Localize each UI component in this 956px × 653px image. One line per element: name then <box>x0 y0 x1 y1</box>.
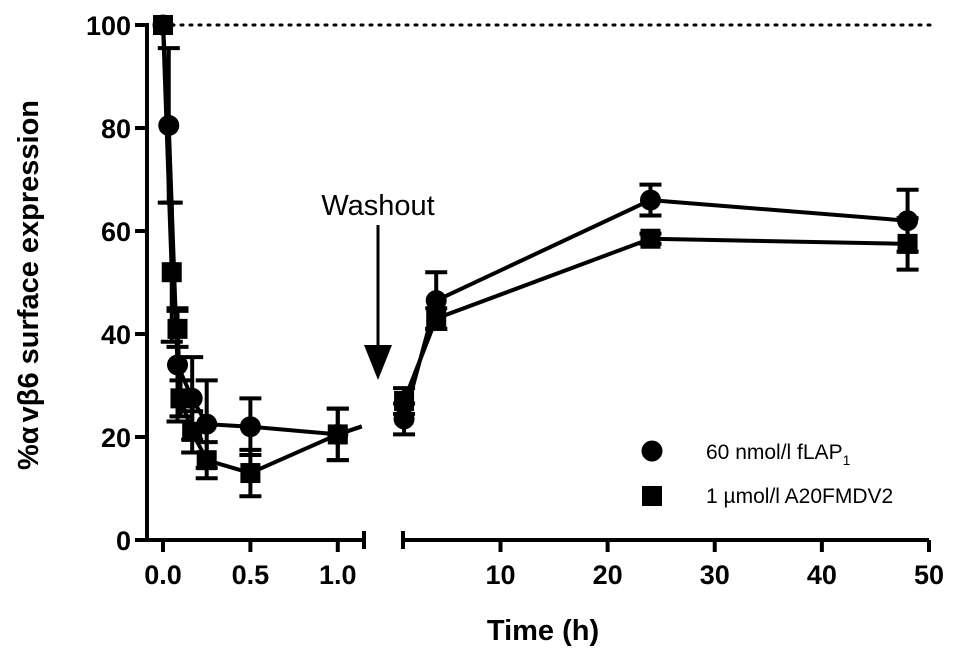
legend-circle-marker <box>641 440 663 462</box>
x-axis-title: Time (h) <box>487 615 599 647</box>
y-tick-label: 100 <box>86 11 131 41</box>
x-tick-label: 0.0 <box>144 560 182 590</box>
data-point-circle <box>425 290 447 312</box>
data-point-circle <box>239 416 261 438</box>
y-title-beta: β <box>13 389 45 407</box>
y-title-prefix: % <box>13 444 45 470</box>
series-1 <box>153 15 919 499</box>
data-point-square <box>196 450 217 471</box>
y-axis-title: %αvβ6 surface expression <box>13 100 45 470</box>
x-tick-label: 10 <box>485 560 515 590</box>
data-point-square <box>167 318 188 339</box>
data-point-circle <box>639 189 661 211</box>
legend: 60 nmol/l fLAP1 1 µmol/l A20FMDV2 <box>641 440 893 508</box>
x-tick-label: 1.0 <box>319 560 357 590</box>
y-title-alpha: α <box>13 426 45 444</box>
data-point-square <box>897 233 918 254</box>
legend-label-a20fmdv2: 1 µmol/l A20FMDV2 <box>706 485 893 508</box>
y-tick-label: 80 <box>101 114 131 144</box>
y-tick-label: 40 <box>101 320 131 350</box>
y-tick-label: 20 <box>101 423 131 453</box>
x-tick-label: 20 <box>593 560 623 590</box>
data-point-square <box>394 390 415 411</box>
legend-item-flap: 60 nmol/l fLAP1 <box>641 440 851 468</box>
x-tick-label: 40 <box>807 560 837 590</box>
x-tick-label: 0.5 <box>232 560 270 590</box>
x-axis: 0.0 0.5 1.0 10 20 30 40 50 <box>144 531 944 590</box>
y-tick-label: 0 <box>116 526 131 556</box>
x-tick-label: 30 <box>700 560 730 590</box>
series-line-after-washout <box>402 236 908 402</box>
legend-label-flap: 60 nmol/l fLAP1 <box>706 441 851 468</box>
washout-arrow-head <box>364 345 392 380</box>
data-point-square <box>170 388 191 409</box>
data-point-square <box>182 421 203 442</box>
data-point-square <box>426 308 447 329</box>
series-layer <box>152 14 919 499</box>
data-point-square <box>640 228 661 249</box>
washout-annotation: Washout <box>321 190 435 380</box>
series-line-before-washout <box>161 24 338 437</box>
y-title-v: v <box>13 406 45 422</box>
legend-item-a20fmdv2: 1 µmol/l A20FMDV2 <box>642 485 893 508</box>
y-axis: 0 20 40 60 80 100 <box>86 11 149 556</box>
y-tick-label: 60 <box>101 217 131 247</box>
x-tick-label: 50 <box>914 560 944 590</box>
data-point-square <box>153 15 173 35</box>
data-point-square <box>161 262 182 283</box>
legend-square-marker <box>642 486 662 506</box>
data-point-square <box>240 463 261 484</box>
washout-label: Washout <box>321 190 434 222</box>
data-point-square <box>327 424 348 445</box>
y-title-suffix: 6 surface expression <box>13 100 45 389</box>
data-point-circle <box>158 114 180 136</box>
